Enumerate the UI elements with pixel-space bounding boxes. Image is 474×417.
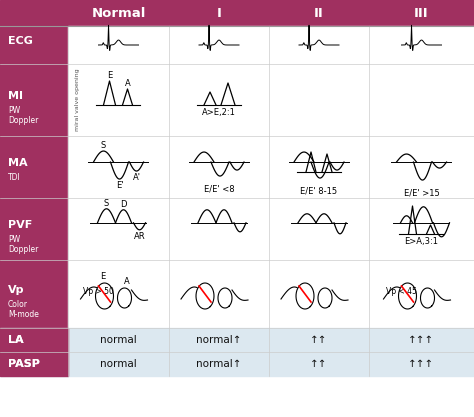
- Text: III: III: [414, 7, 429, 20]
- Bar: [169, 26, 269, 64]
- Bar: [269, 198, 369, 260]
- Text: A: A: [125, 79, 130, 88]
- Bar: [169, 136, 269, 198]
- Text: LA: LA: [8, 335, 24, 345]
- Text: A': A': [133, 173, 140, 182]
- Bar: [269, 26, 369, 64]
- Text: ↑↑↑: ↑↑↑: [409, 335, 435, 345]
- Text: S: S: [104, 199, 109, 208]
- Text: A>E,2:1: A>E,2:1: [202, 108, 236, 117]
- Bar: [68, 26, 169, 64]
- Text: MA: MA: [8, 158, 27, 168]
- Bar: [269, 328, 369, 376]
- Text: PVF: PVF: [8, 220, 32, 230]
- Text: E/E' >15: E/E' >15: [404, 188, 439, 197]
- Text: AR: AR: [134, 232, 146, 241]
- Bar: [369, 260, 474, 328]
- Bar: [0, 260, 68, 328]
- Text: TDI: TDI: [8, 173, 21, 182]
- Bar: [369, 328, 474, 376]
- Text: E: E: [107, 71, 112, 80]
- Text: Normal: Normal: [91, 7, 146, 20]
- Bar: [0, 136, 68, 198]
- Text: MI: MI: [8, 91, 23, 101]
- Text: normal↑: normal↑: [196, 335, 242, 345]
- Text: ECG: ECG: [8, 36, 33, 46]
- Bar: [0, 64, 68, 136]
- Text: normal: normal: [100, 359, 137, 369]
- Bar: [0, 0, 474, 26]
- Text: normal: normal: [100, 335, 137, 345]
- Text: E/E' <8: E/E' <8: [204, 184, 234, 193]
- Text: LA: LA: [8, 335, 24, 345]
- Text: normal↑: normal↑: [196, 359, 242, 369]
- Text: A: A: [124, 277, 129, 286]
- Text: E: E: [100, 272, 105, 281]
- Bar: [169, 198, 269, 260]
- Bar: [68, 64, 169, 136]
- Bar: [0, 328, 68, 376]
- Text: D: D: [120, 200, 127, 209]
- Bar: [269, 64, 369, 136]
- Bar: [369, 198, 474, 260]
- Bar: [169, 64, 269, 136]
- Bar: [68, 260, 169, 328]
- Text: Vp > 50: Vp > 50: [83, 287, 114, 296]
- Bar: [0, 26, 68, 64]
- Text: ↑↑: ↑↑: [310, 335, 328, 345]
- Text: E': E': [116, 181, 123, 190]
- Text: PASP: PASP: [8, 359, 40, 369]
- Text: I: I: [217, 7, 221, 20]
- Text: Color
M-mode: Color M-mode: [8, 300, 39, 319]
- Text: Vp: Vp: [8, 285, 25, 295]
- Text: ↑↑: ↑↑: [310, 359, 328, 369]
- Text: S: S: [101, 141, 106, 150]
- Text: Vp < 45: Vp < 45: [386, 287, 418, 296]
- Text: ↑↑↑: ↑↑↑: [409, 359, 435, 369]
- Text: E>A,3:1: E>A,3:1: [404, 237, 438, 246]
- Text: II: II: [314, 7, 324, 20]
- Bar: [269, 260, 369, 328]
- Bar: [68, 198, 169, 260]
- Bar: [369, 26, 474, 64]
- Text: miral valve opening: miral valve opening: [75, 68, 81, 131]
- Bar: [369, 136, 474, 198]
- Bar: [0, 328, 68, 352]
- Bar: [68, 328, 169, 376]
- Bar: [169, 260, 269, 328]
- Text: PW
Doppler: PW Doppler: [8, 106, 38, 126]
- Text: E/E' 8-15: E/E' 8-15: [301, 186, 337, 195]
- Bar: [68, 136, 169, 198]
- Bar: [0, 352, 68, 376]
- Bar: [0, 198, 68, 260]
- Text: PW
Doppler: PW Doppler: [8, 235, 38, 254]
- Bar: [269, 136, 369, 198]
- Text: PASP: PASP: [8, 359, 40, 369]
- Bar: [369, 64, 474, 136]
- Bar: [169, 328, 269, 376]
